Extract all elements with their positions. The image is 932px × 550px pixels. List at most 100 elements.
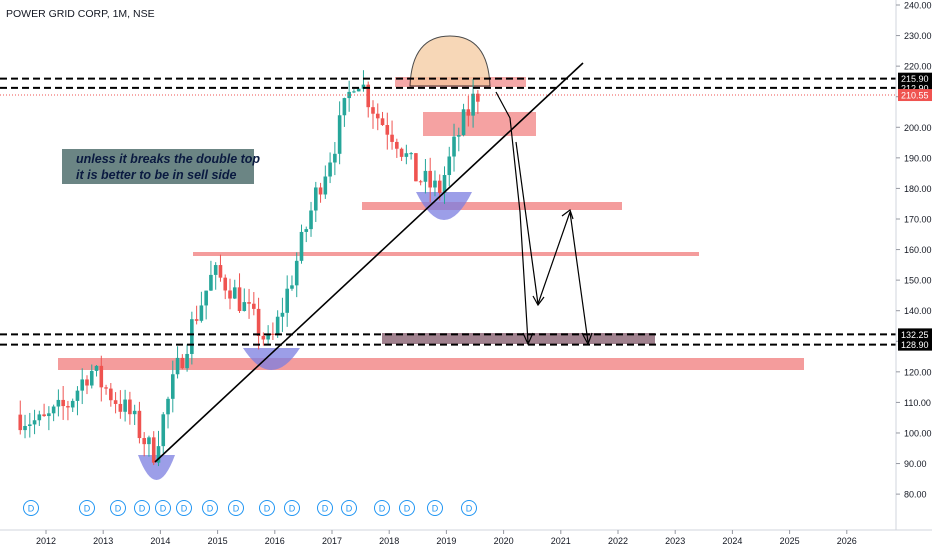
candle-body [42,414,46,417]
candle-body [461,109,466,136]
candle-body [18,414,23,431]
price-label: 212.90 [901,83,929,93]
price-label-bg [898,338,932,351]
dividend-marker [79,500,95,516]
candle-body [428,170,432,188]
candle-body [237,287,242,311]
price-tick-label: 80.00 [904,490,927,500]
annotation-line-2: it is better to be in sell side [76,168,237,182]
dividend-marker-label: D [181,504,188,514]
candle-body [247,302,251,304]
candle-body [466,109,471,116]
price-tick-label: 100.00 [904,428,932,438]
double-top-dome [409,35,491,87]
time-tick-label: 2023 [665,536,685,546]
candle-body [399,148,404,157]
candle-body [89,370,94,386]
candle-body [47,413,51,417]
candle-body [70,400,75,408]
candle-body [156,446,161,463]
price-label: 132.25 [901,330,929,340]
candle-body [361,84,366,89]
time-tick-label: 2012 [36,536,56,546]
candle-body [252,303,256,309]
dividend-marker-label: D [289,504,296,514]
candle-body [218,265,223,278]
candle-body [437,180,442,193]
dividend-marker [155,500,171,516]
candle-body [433,180,437,188]
candle-body [352,91,356,93]
candle-body [418,181,423,183]
candle-body [128,399,132,415]
price-axis: 80.0090.00100.00110.00120.00130.00140.00… [895,0,932,530]
candle-body [476,93,480,102]
price-tick-label: 90.00 [904,459,927,469]
candle-body [337,115,342,154]
price-label: 210.55 [901,91,929,101]
candle-body [56,399,61,407]
candle-body [190,319,194,354]
level-zone-160 [193,252,699,256]
candle-body [456,135,461,137]
annotation-note[interactable]: unless it breaks the double top it is be… [62,149,260,184]
candle-body [180,357,185,369]
candle-body [99,365,104,388]
time-axis: 2012 2013 2014 2015 2016 2017 2018 2019 2020 2021… [0,529,932,546]
support-zone [58,358,804,370]
dividend-marker-label: D [264,504,271,514]
dividend-marker-label: D [139,504,146,514]
candle-body [32,420,37,425]
dividend-marker [374,500,390,516]
dividend-marker [317,500,333,516]
resistance-zone [423,112,536,136]
price-tick-label: 160.00 [904,245,932,255]
candle-body [80,379,85,391]
candle-body [294,260,299,286]
candle-body [275,316,280,335]
dividend-marker-label: D [432,504,439,514]
candle-body [151,437,156,463]
price-tick-label: 190.00 [904,153,932,163]
candle-body [375,113,380,119]
candle-body [309,210,313,230]
price-label: 128.90 [901,340,929,350]
candle-body [194,319,199,321]
arrow-head [561,209,574,220]
annotation-lines [0,62,896,463]
candle-body [423,170,428,182]
candle-body [271,333,275,335]
dividend-marker [461,500,477,516]
price-tick-label: 170.00 [904,214,932,224]
candle-body [280,312,285,317]
candle-body [447,156,452,176]
price-tick-label: 150.00 [904,276,932,286]
candle-body [404,153,409,157]
candle-body [75,390,80,401]
candle-body [313,187,318,211]
candle-body [175,357,180,375]
candle-body [23,425,27,431]
candle-body [395,141,399,149]
candles [18,70,480,467]
candle-body [333,153,337,163]
time-tick-label: 2026 [837,536,857,546]
candle-body [137,410,142,439]
candle-body [342,98,347,116]
dividend-marker [176,500,192,516]
price-tick-label: 180.00 [904,184,932,194]
candle-body [228,290,232,299]
time-tick-label: 2022 [608,536,628,546]
price-label-bg [898,328,932,341]
chart-title: POWER GRID CORP, 1M, NSE [6,8,155,20]
projection-arrow-2 [515,141,589,343]
candle-body [61,399,65,407]
candle-body [452,136,456,157]
dividend-marker-label: D [466,504,473,514]
price-tick-label: 120.00 [904,367,932,377]
dividend-marker [341,500,357,516]
annotation-zones [58,77,804,370]
time-tick-label: 2024 [722,536,742,546]
